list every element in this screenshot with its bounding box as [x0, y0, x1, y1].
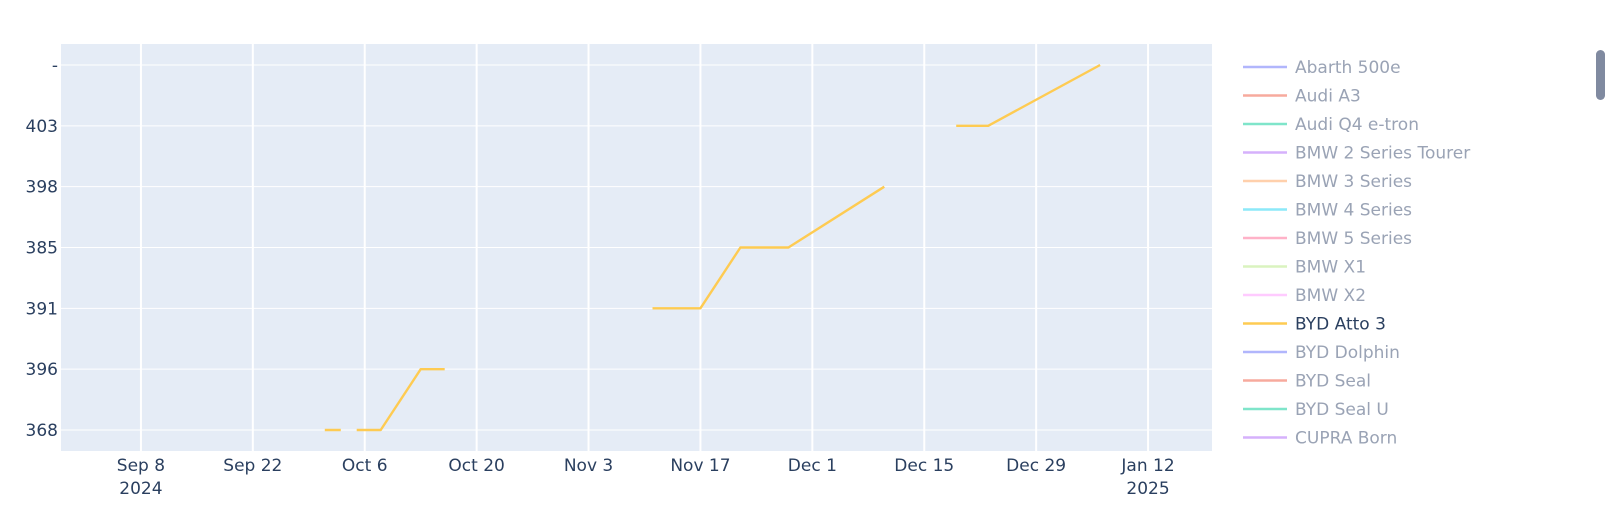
series-line-byd-atto-3 [956, 63, 1101, 128]
y-tick-label: 403 [26, 117, 58, 137]
y-tick-label: 391 [26, 299, 58, 319]
x-axis-ticks: Sep 8 2024 Sep 22 Oct 6 Oct 20 Nov 3 Nov 17 Dec… [117, 456, 1175, 499]
x-tick-label: Sep 8 [117, 456, 165, 476]
legend-item[interactable]: BYD Seal U [1243, 400, 1389, 420]
legend-item[interactable]: BMW X2 [1243, 286, 1366, 306]
y-tick-label: - [52, 56, 58, 76]
x-tick-label: Sep 22 [223, 456, 282, 476]
y-axis-ticks: 368 396 391 385 398 403 - [26, 56, 58, 441]
legend-item[interactable]: Audi A3 [1243, 87, 1361, 107]
x-tick-year-label: 2024 [119, 479, 162, 499]
legend-item[interactable]: BYD Dolphin [1243, 343, 1400, 363]
legend-item[interactable]: Abarth 500e [1243, 58, 1401, 78]
legend-label: BMW 5 Series [1295, 229, 1412, 249]
legend-label: BYD Seal U [1295, 400, 1389, 420]
x-tick-label: Nov 3 [564, 456, 613, 476]
series-line-byd-atto-3 [356, 368, 445, 432]
legend-label: Abarth 500e [1295, 58, 1401, 78]
legend-label: Audi A3 [1295, 87, 1361, 107]
x-tick-label: Nov 17 [670, 456, 730, 476]
series-line-byd-atto-3 [652, 185, 885, 310]
legend-item[interactable]: Audi Q4 e-tron [1243, 115, 1419, 135]
legend-scrollbar[interactable] [1596, 50, 1605, 100]
legend-label: CUPRA Born [1295, 429, 1397, 449]
legend-label: BMW X2 [1295, 286, 1366, 306]
legend: Abarth 500e Audi A3 Audi Q4 e-tron BMW 2 Se… [1243, 58, 1470, 449]
legend-label: BMW 3 Series [1295, 172, 1412, 192]
legend-item[interactable]: BMW 4 Series [1243, 201, 1412, 221]
x-tick-label: Dec 1 [788, 456, 837, 476]
y-tick-label: 396 [26, 360, 58, 380]
x-tick-label: Oct 6 [342, 456, 388, 476]
legend-item[interactable]: BMW 3 Series [1243, 172, 1412, 192]
x-tick-label: Dec 29 [1006, 456, 1066, 476]
legend-item[interactable]: BYD Atto 3 [1243, 315, 1386, 335]
legend-item[interactable]: BYD Seal [1243, 372, 1371, 392]
x-tick-label: Oct 20 [448, 456, 504, 476]
legend-item[interactable]: CUPRA Born [1243, 429, 1397, 449]
legend-label: BMW X1 [1295, 258, 1366, 278]
x-tick-year-label: 2025 [1126, 479, 1169, 499]
legend-label: BYD Seal [1295, 372, 1371, 392]
legend-label: BMW 2 Series Tourer [1295, 144, 1470, 164]
x-tick-label: Jan 12 [1120, 456, 1174, 476]
legend-item[interactable]: BMW 5 Series [1243, 229, 1412, 249]
legend-label: Audi Q4 e-tron [1295, 115, 1419, 135]
legend-label: BYD Atto 3 [1295, 315, 1386, 335]
legend-item[interactable]: BMW X1 [1243, 258, 1366, 278]
y-tick-label: 385 [26, 239, 58, 259]
legend-label: BYD Dolphin [1295, 343, 1400, 363]
y-gridlines [61, 64, 1212, 431]
y-tick-label: 398 [26, 178, 58, 198]
legend-item[interactable]: BMW 2 Series Tourer [1243, 144, 1470, 164]
x-tick-label: Dec 15 [894, 456, 954, 476]
y-tick-label: 368 [26, 421, 58, 441]
series-layer [324, 63, 1101, 432]
legend-label: BMW 4 Series [1295, 201, 1412, 221]
